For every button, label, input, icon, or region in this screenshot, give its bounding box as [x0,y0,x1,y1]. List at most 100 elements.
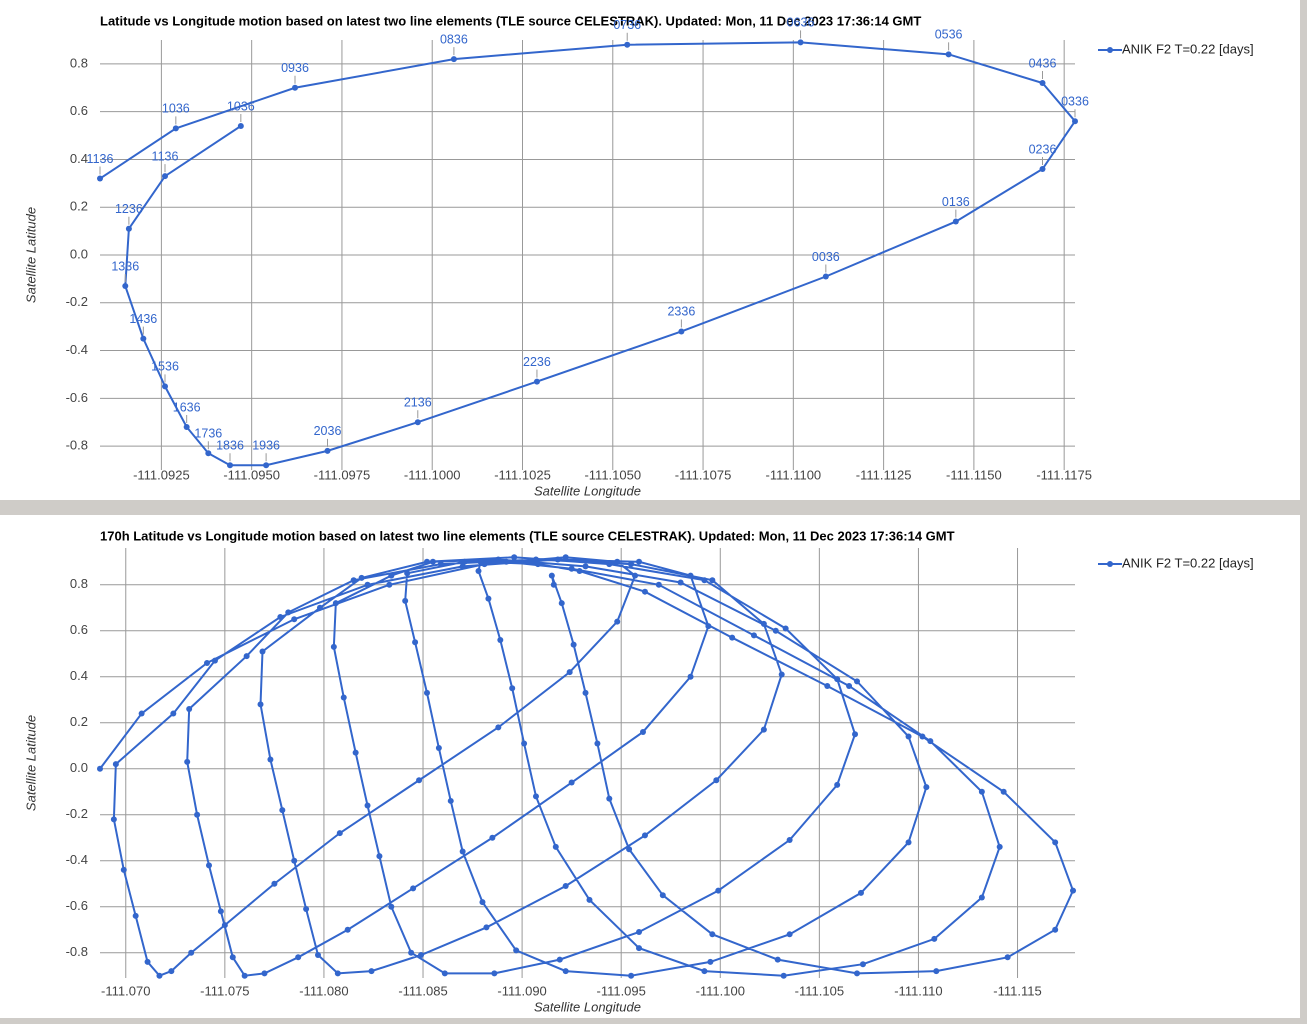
series-line [99,556,1075,977]
chart-title: Latitude vs Longitude motion based on la… [100,13,921,28]
y-tick-label: 0.2 [70,714,88,729]
data-point [352,749,359,756]
data-point [632,572,639,579]
data-point [533,378,540,385]
data-point [774,956,781,963]
data-point [556,956,563,963]
data-point [687,673,694,680]
data-point [534,561,541,568]
x-tick-label: -111.1100 [766,467,822,482]
data-point [778,671,785,678]
data-point [760,620,767,627]
data-point [834,676,841,683]
x-tick-label: -111.085 [398,983,447,998]
data-point [334,970,341,977]
data-point [221,922,228,929]
data-point [701,577,708,584]
data-point [291,616,298,623]
y-tick-label: -0.4 [66,852,88,867]
y-axis-title: Satellite Latitude [23,207,38,303]
data-point [824,682,831,689]
data-point [566,669,573,676]
y-tick-label: 0.0 [70,760,88,775]
data-point [291,857,298,864]
data-point [429,558,436,565]
data-point [715,887,722,894]
data-point [285,609,292,616]
data-point [521,740,528,747]
point-label: 0136 [942,195,970,209]
data-point [257,701,264,708]
data-point [120,866,127,873]
data-point [194,811,201,818]
data-point [495,556,502,563]
point-label: 2236 [523,355,551,369]
point-label: 1436 [129,312,157,326]
data-point [241,972,248,979]
data-point [639,728,646,735]
data-point [332,600,339,607]
data-point [437,561,444,568]
data-point [709,577,716,584]
series-line [99,41,1077,467]
point-label: 0836 [440,32,468,46]
y-tick-label: 0.8 [70,576,88,591]
data-point [414,419,421,426]
y-tick-label: 0.6 [70,103,88,118]
x-tick-label: -111.1075 [675,467,732,482]
legend-label: ANIK F2 T=0.22 [days] [1122,41,1254,56]
data-point [112,761,119,768]
point-label: 0936 [281,61,309,75]
data-point [782,625,789,632]
data-point [336,830,343,837]
data-point [1004,954,1011,961]
data-point [834,781,841,788]
data-point [568,565,575,572]
data-point [511,554,518,561]
data-point [292,84,298,91]
data-point [659,892,666,899]
data-point [509,685,516,692]
data-point [122,283,129,290]
data-point [491,970,498,977]
data-point [386,581,393,588]
data-point [412,639,419,646]
data-point [786,837,793,844]
y-tick-label: -0.2 [66,806,88,821]
data-point [479,899,486,906]
x-tick-label: -111.115 [993,983,1041,998]
data-point [852,731,859,738]
data-point [97,765,103,772]
data-point [184,758,191,765]
point-label: 0536 [935,28,963,42]
data-point [562,554,569,561]
data-point [477,558,484,565]
point-label: 0236 [1029,142,1057,156]
data-point [797,39,804,46]
data-point [614,618,621,625]
data-point [933,968,940,975]
data-point [140,335,147,342]
data-point [554,556,561,563]
point-label: 0036 [812,250,840,264]
data-point [204,659,211,666]
data-point [97,175,103,182]
point-label: 1336 [111,259,139,273]
x-tick-label: -111.0975 [314,467,371,482]
data-point [368,968,375,975]
data-point [259,648,266,655]
data-point [485,595,492,602]
data-point [927,738,934,745]
data-point [576,567,583,574]
data-point [1052,839,1059,846]
data-point [144,958,151,965]
point-label: 1136 [152,149,179,163]
data-point [447,797,454,804]
data-point [552,843,559,850]
x-tick-label: -111.1000 [404,467,461,482]
data-point [267,756,274,763]
data-point [404,570,411,577]
data-point [1000,788,1007,795]
x-tick-label: -111.105 [795,983,844,998]
x-tick-label: -111.1150 [946,467,1002,482]
